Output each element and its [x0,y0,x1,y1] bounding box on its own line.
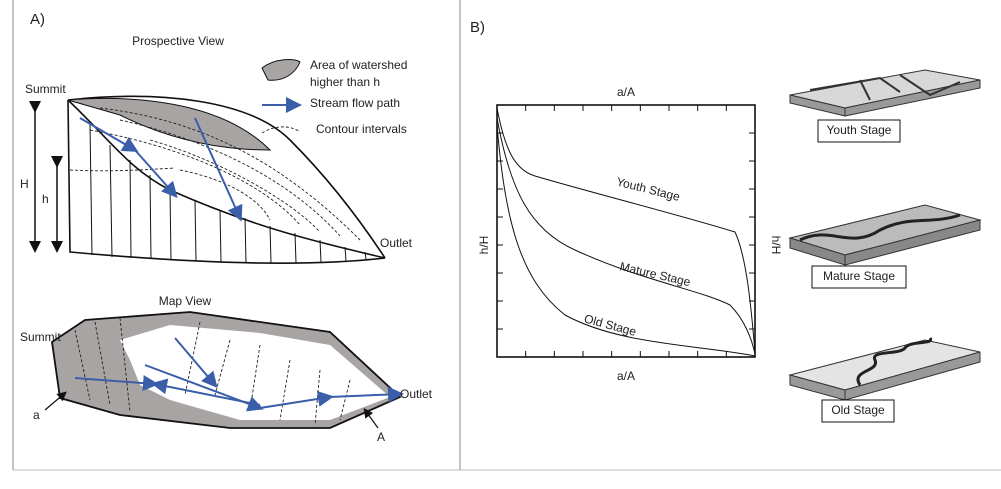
legend-label: Area of watershed [310,58,407,72]
stage-label: Old Stage [831,403,885,417]
view-title: Map View [159,294,212,308]
h-label: h [42,192,49,206]
H-label: H [20,177,29,191]
A-label: A [377,430,385,444]
panel-label: A) [30,11,45,28]
curve-label: Youth Stage [615,175,682,204]
frame [12,0,1001,471]
map-view [44,311,404,429]
curve-label: Mature Stage [619,259,693,289]
curve-label: Old Stage [583,312,638,339]
axis-label: h/H [477,236,491,255]
landscape-blocks [788,69,982,423]
stage-label: Youth Stage [827,123,892,137]
legend-label: Contour intervals [316,122,407,136]
legend: Area of watershed higher than h Stream f… [261,58,407,136]
axis-label: a/A [617,369,635,383]
legend-label: higher than h [310,75,380,89]
hypsometric-plot [496,104,756,358]
axis-label: h/H [769,236,783,255]
outlet-label: Outlet [380,236,413,250]
summit-label: Summit [25,82,66,96]
outlet-label: Outlet [400,387,433,401]
summit-label: Summit [20,330,61,344]
panel-label: B) [470,19,485,36]
a-label: a [33,408,40,422]
perspective-block [29,95,386,264]
legend-label: Stream flow path [310,96,400,110]
stage-label: Mature Stage [823,269,895,283]
view-title: Prospective View [132,34,224,48]
axis-label: a/A [617,85,635,99]
